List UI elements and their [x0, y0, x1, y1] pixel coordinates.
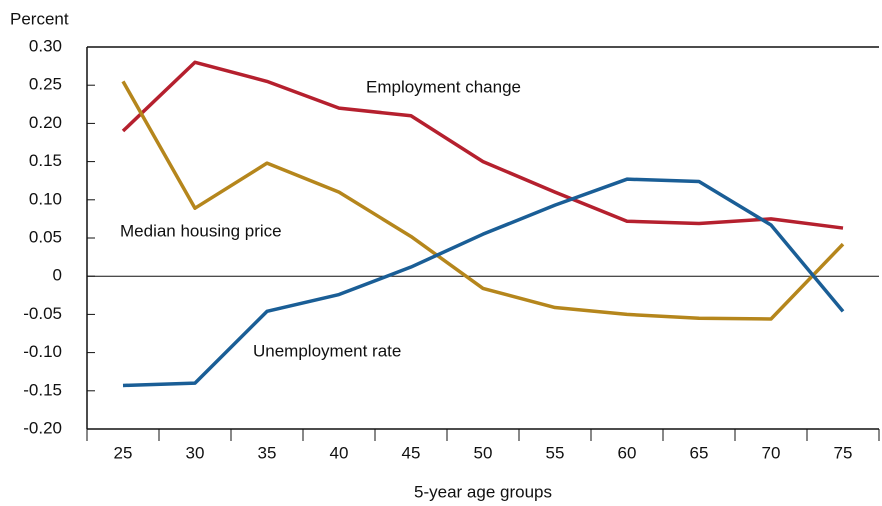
x-tick-label: 70 [762, 443, 781, 462]
y-axis-label: Percent [10, 9, 69, 28]
y-tick-label: 0.10 [29, 189, 62, 208]
x-tick-label: 65 [690, 443, 709, 462]
x-tick-label: 55 [546, 443, 565, 462]
x-axis-label: 5-year age groups [414, 482, 552, 501]
y-tick-label: 0.20 [29, 113, 62, 132]
x-tick-label: 45 [402, 443, 421, 462]
series-line [121, 80, 845, 321]
x-tick-label: 25 [114, 443, 133, 462]
series-line [121, 60, 844, 230]
series-label: Median housing price [120, 221, 282, 240]
x-tick-label: 60 [618, 443, 637, 462]
x-tick-label: 35 [258, 443, 277, 462]
y-tick-label: 0.05 [29, 227, 62, 246]
y-tick-label: -0.15 [23, 380, 62, 399]
y-tick-label: -0.10 [23, 342, 62, 361]
y-tick-label: -0.20 [23, 418, 62, 437]
x-tick-label: 75 [834, 443, 853, 462]
x-tick-label: 30 [186, 443, 205, 462]
y-tick-label: 0.30 [29, 36, 62, 55]
y-tick-label: 0.25 [29, 75, 62, 94]
x-tick-label: 40 [330, 443, 349, 462]
y-tick-label: -0.05 [23, 304, 62, 323]
series-line [122, 177, 845, 388]
series-label: Employment change [366, 77, 521, 96]
series-label: Unemployment rate [253, 341, 401, 360]
y-tick-label: 0 [53, 266, 62, 285]
x-tick-label: 50 [474, 443, 493, 462]
y-tick-label: 0.15 [29, 151, 62, 170]
